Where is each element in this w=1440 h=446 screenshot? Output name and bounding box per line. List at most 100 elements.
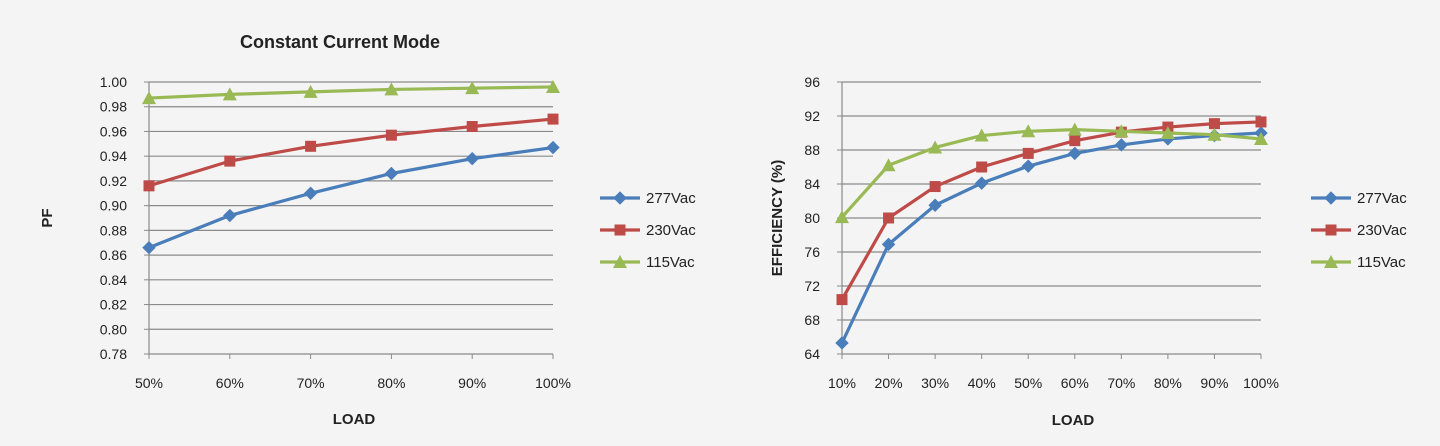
data-point — [835, 210, 849, 224]
legend-label: 277Vac — [646, 190, 696, 207]
legend-marker — [1325, 224, 1337, 236]
x-axis-title: LOAD — [1052, 412, 1095, 429]
y-tick-label: 84 — [804, 176, 820, 192]
legend-marker — [614, 224, 626, 236]
x-tick-label: 50% — [1014, 375, 1042, 391]
y-tick-label: 0.98 — [100, 99, 127, 115]
x-tick-label: 70% — [297, 375, 325, 391]
data-point — [546, 79, 560, 93]
data-point — [928, 198, 942, 212]
legend-entry: 277Vac — [1311, 190, 1407, 207]
data-point — [224, 155, 236, 167]
y-tick-label: 64 — [804, 346, 820, 362]
legend-label: 230Vac — [1357, 222, 1407, 239]
x-tick-label: 90% — [1200, 375, 1228, 391]
chart-title: Constant Current Mode — [240, 32, 440, 52]
data-point — [223, 208, 237, 223]
y-tick-label: 72 — [804, 278, 820, 294]
data-point — [1069, 135, 1081, 147]
data-point — [384, 166, 399, 181]
y-tick-label: 92 — [804, 108, 820, 124]
y-tick-label: 68 — [804, 312, 820, 328]
data-point — [303, 84, 318, 98]
data-point — [883, 212, 895, 224]
data-point — [142, 91, 156, 105]
data-point — [974, 128, 989, 142]
x-tick-label: 20% — [875, 375, 903, 391]
data-point — [1207, 127, 1222, 141]
data-point — [1255, 116, 1267, 128]
x-tick-label: 80% — [377, 375, 405, 391]
data-point — [546, 140, 560, 155]
y-tick-label: 0.92 — [100, 173, 127, 189]
data-point — [547, 113, 559, 125]
legend-entry: 115Vac — [600, 254, 695, 271]
x-tick-label: 100% — [535, 375, 571, 391]
series-line — [840, 120, 1262, 301]
data-point — [1021, 124, 1036, 138]
data-point — [928, 140, 943, 154]
data-point — [1114, 138, 1129, 152]
legend-label: 115Vac — [646, 254, 695, 271]
data-point — [835, 336, 849, 350]
y-tick-label: 0.78 — [100, 346, 127, 362]
data-point — [881, 237, 896, 252]
data-point — [929, 181, 941, 193]
legend-entry: 277Vac — [600, 190, 696, 207]
series-line — [148, 85, 554, 100]
series-230Vac — [143, 113, 559, 192]
x-tick-label: 100% — [1243, 375, 1279, 391]
series-277Vac — [142, 140, 560, 255]
data-point — [836, 294, 848, 306]
x-tick-label: 60% — [1061, 375, 1089, 391]
data-point — [384, 82, 399, 96]
x-tick-label: 90% — [458, 375, 486, 391]
legend-marker — [1324, 255, 1338, 268]
y-tick-label: 76 — [804, 244, 820, 260]
data-point — [1114, 124, 1129, 138]
legend-label: 230Vac — [646, 222, 696, 239]
data-point — [1067, 122, 1082, 136]
data-point — [1254, 131, 1268, 145]
y-tick-label: 0.90 — [100, 198, 127, 214]
data-point — [1068, 146, 1082, 161]
y-tick-label: 0.86 — [100, 247, 127, 263]
series-230Vac — [836, 116, 1267, 306]
x-axis-title: LOAD — [333, 411, 376, 428]
x-tick-label: 70% — [1107, 375, 1135, 391]
y-axis-title: EFFICIENCY (%) — [769, 160, 786, 276]
y-tick-label: 0.80 — [100, 321, 127, 337]
data-point — [465, 81, 480, 95]
chart-2: 64 68 72 76 80 84 88 92 96 10% 20% 30% 40% 50% 60% 70% 8… — [769, 74, 1407, 429]
y-axis-title: PF — [39, 208, 56, 227]
data-point — [1022, 147, 1034, 159]
legend-marker — [613, 255, 627, 268]
legend-entry: 230Vac — [1311, 222, 1407, 239]
legend-label: 277Vac — [1357, 190, 1407, 207]
x-tick-label: 80% — [1154, 375, 1182, 391]
data-point — [305, 140, 317, 152]
y-tick-label: 88 — [804, 142, 820, 158]
legend-label: 115Vac — [1357, 254, 1406, 271]
x-tick-label: 60% — [216, 375, 244, 391]
y-tick-label: 0.82 — [100, 297, 127, 313]
legend-marker — [613, 191, 627, 205]
data-point — [1160, 126, 1175, 139]
data-point — [1021, 159, 1035, 173]
data-point — [1208, 118, 1220, 130]
data-point — [142, 240, 156, 255]
y-tick-label: 0.96 — [100, 123, 127, 139]
series-line — [840, 131, 1262, 344]
data-point — [303, 186, 318, 200]
series-115Vac — [835, 122, 1268, 224]
y-tick-label: 0.88 — [100, 222, 127, 238]
series-line — [148, 117, 554, 188]
data-point — [881, 158, 896, 172]
data-point — [974, 176, 989, 190]
data-point — [466, 121, 478, 133]
y-tick-label: 96 — [804, 74, 820, 90]
series-115Vac — [142, 79, 560, 105]
data-point — [143, 180, 155, 192]
